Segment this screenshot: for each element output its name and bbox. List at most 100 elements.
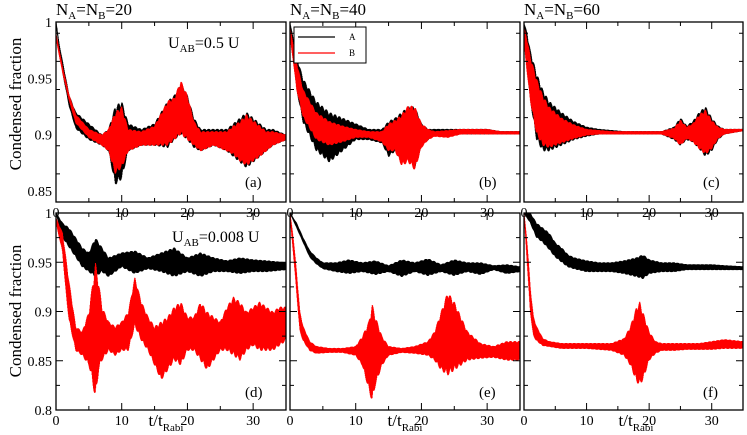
header-a-eq-1: = [76,0,86,19]
annotation-uab-bottom-base: U [172,229,184,246]
legend-box [293,26,367,64]
series-b-line [524,28,743,154]
y-tick-label: 0.8 [35,404,53,419]
annotation-uab-bottom-sub: AB [184,237,199,249]
panel-tag: (a) [245,175,262,191]
y-axis-label-top: Condensed fraction [6,37,25,170]
axes-frame [523,21,744,203]
annotation-uab-bottom: UAB=0.008 U [172,229,260,249]
header-a-sub-1: A [68,10,76,22]
series-group [56,213,286,393]
series-a-line [56,213,286,277]
panel-e: 0 10 20 30 (e) [287,212,521,429]
header-c-sub-2: B [566,10,573,22]
x-axis-label-1: t/tRabi [149,411,184,434]
header-b-value: 40 [349,0,366,19]
header-c-base-1: N [524,0,536,19]
series-b-line [524,213,743,384]
x-tick-label: 30 [480,414,494,429]
y-axis-label-bottom: Condensed fraction [6,244,25,377]
axes-frame [289,212,521,411]
header-a-value: 20 [115,0,132,19]
header-c-base-2: N [554,0,566,19]
annotation-uab-bottom-text: =0.008 U [199,229,260,246]
header-b: NA=NB=40 [290,0,366,22]
header-c-value: 60 [583,0,600,19]
annotation-uab-top: UAB=0.5 U [168,35,240,55]
x-tick-label: 0 [521,414,528,429]
x-axis-label-2-sub: Rabi [402,422,423,434]
axes-frame [289,21,521,203]
x-axis-label-2-base: t/t [388,411,402,430]
x-axis-label-1-base: t/t [149,411,163,430]
header-b-eq-1: = [310,0,320,19]
axes-frame [55,21,287,203]
x-axis-label-3-base: t/t [619,411,633,430]
header-b-eq-2: = [339,0,349,19]
y-tick-label: 0.9 [35,306,53,321]
x-tick-label: 10 [115,414,129,429]
header-a-base-1: N [56,0,68,19]
panel-f: 0 10 20 30 (f) [521,212,744,429]
header-c: NA=NB=60 [524,0,600,22]
series-group [290,23,520,170]
series-group [56,22,286,185]
legend-label-a: A [349,32,356,42]
header-c-eq-1: = [544,0,554,19]
x-tick-label: 10 [349,414,363,429]
header-b-base-2: N [320,0,332,19]
header-c-eq-2: = [573,0,583,19]
x-tick-label: 20 [180,414,194,429]
y-tick-label: 1 [45,16,52,31]
annotation-uab-top-base: U [168,35,180,52]
panel-tag: (d) [245,385,263,401]
annotation-uab-top-text: =0.5 U [195,35,240,52]
header-a-eq-2: = [105,0,115,19]
panel-tag: (b) [479,175,497,191]
header-b-base-1: N [290,0,302,19]
legend-label-b: B [349,48,355,58]
annotation-uab-top-sub: AB [180,43,195,55]
series-b-line [290,214,520,399]
x-tick-label: 0 [287,414,294,429]
panel-tag: (f) [703,385,718,401]
x-tick-label: 0 [53,414,60,429]
series-b-line [290,28,520,170]
x-axis-label-2: t/tRabi [388,411,423,434]
y-tick-label: 0.9 [35,129,53,144]
x-tick-label: 30 [705,414,719,429]
series-group [524,213,743,384]
header-a: NA=NB=20 [56,0,132,22]
x-axis-label-1-sub: Rabi [163,422,184,434]
x-tick-label: 20 [414,414,428,429]
panel-tag: (c) [703,175,720,191]
series-a-line [524,213,743,279]
y-tick-label: 0.85 [28,185,53,200]
y-tick-label: 0.85 [28,355,53,370]
x-tick-label: 10 [580,414,594,429]
series-b-line [56,218,286,393]
series-a-line [290,213,520,277]
y-tick-label: 0.95 [28,72,53,87]
header-a-base-2: N [86,0,98,19]
header-b-sub-2: B [332,10,339,22]
series-group [524,23,743,156]
y-tick-label: 0.95 [28,256,53,271]
axes-frame [523,212,744,411]
x-tick-label: 30 [246,414,260,429]
y-tick-label: 1 [45,207,52,222]
legend: A B [293,26,367,64]
header-b-sub-1: A [302,10,310,22]
x-tick-label: 20 [642,414,656,429]
x-axis-label-3: t/tRabi [619,411,654,434]
panel-d: 0 10 20 30 0.8 0.85 0.9 0.95 1 (d) [28,207,287,429]
series-group [290,213,520,399]
header-c-sub-1: A [536,10,544,22]
panel-tag: (e) [479,385,496,401]
header-a-sub-2: B [98,10,105,22]
series-b-line [56,34,286,174]
x-axis-label-3-sub: Rabi [633,422,654,434]
